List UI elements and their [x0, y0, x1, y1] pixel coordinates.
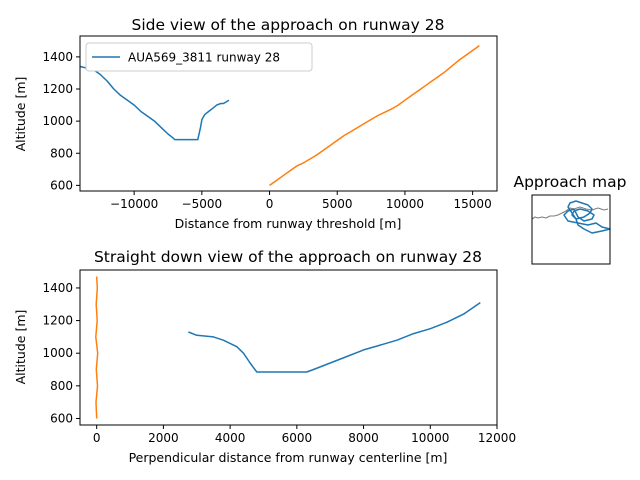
legend-entry-label: AUA569_3811 runway 28	[128, 51, 280, 65]
down-view-x-axis-label: Perpendicular distance from runway cente…	[129, 450, 448, 465]
down-view-x-ticks: 0 2000 4000 6000 8000 10000 12000	[93, 425, 516, 445]
down-view-y-axis-label: Altitude [m]	[13, 310, 28, 385]
down-view-x-tick-label: 6000	[282, 431, 313, 445]
down-view-plot-area	[95, 276, 481, 419]
side-view-chart: Side view of the approach on runway 28 −…	[13, 16, 498, 231]
legend-box	[85, 42, 313, 72]
side-view-y-tick-label: 600	[50, 178, 73, 192]
approach-map-plot-area	[531, 200, 611, 234]
down-view-y-tick-label: 1000	[42, 346, 73, 360]
down-view-y-tick-label: 1400	[42, 281, 73, 295]
down-view-chart: Straight down view of the approach on ru…	[13, 248, 516, 465]
side-view-title: Side view of the approach on runway 28	[131, 16, 444, 34]
down-view-y-tick-label: 1200	[42, 314, 73, 328]
down-view-x-tick-label: 2000	[148, 431, 179, 445]
side-view-plot-area	[79, 44, 480, 187]
down-view-x-tick-label: 4000	[215, 431, 246, 445]
side-view-y-tick-label: 1000	[42, 114, 73, 128]
approach-map: Approach map	[513, 173, 627, 265]
side-view-y-axis-label: Altitude [m]	[13, 77, 28, 152]
down-view-x-tick-label: 12000	[478, 431, 516, 445]
side-view-axes-frame	[79, 35, 498, 192]
down-view-x-tick-label: 8000	[348, 431, 379, 445]
down-view-series-1-line	[95, 276, 99, 419]
side-view-x-tick-label: 5000	[322, 197, 353, 211]
side-view-x-ticks: −10000 −5000 0 5000 10000 15000	[110, 191, 492, 211]
down-view-y-ticks: 600 800 1000 1200 1400	[42, 281, 80, 425]
down-view-y-tick-label: 800	[50, 379, 73, 393]
side-view-y-tick-label: 1400	[42, 50, 73, 64]
side-view-y-tick-label: 1200	[42, 82, 73, 96]
side-view-y-tick-label: 800	[50, 146, 73, 160]
side-view-x-tick-label: −10000	[110, 197, 158, 211]
side-view-x-tick-label: 0	[266, 197, 274, 211]
side-view-x-tick-label: 15000	[454, 197, 492, 211]
down-view-x-tick-label: 10000	[411, 431, 449, 445]
side-view-series-1-line	[269, 44, 480, 187]
down-view-title: Straight down view of the approach on ru…	[94, 248, 482, 266]
side-view-legend: AUA569_3811 runway 28	[85, 42, 313, 72]
down-view-x-tick-label: 0	[93, 431, 101, 445]
approach-map-title: Approach map	[513, 173, 626, 191]
side-view-x-axis-label: Distance from runway threshold [m]	[175, 216, 402, 231]
approach-map-track-0	[531, 206, 609, 220]
side-view-x-tick-label: 10000	[386, 197, 424, 211]
approach-map-frame	[531, 194, 611, 265]
side-view-x-tick-label: −5000	[182, 197, 223, 211]
side-view-series-0-line	[79, 65, 230, 141]
down-view-y-tick-label: 600	[50, 411, 73, 425]
approach-map-track-1	[563, 200, 611, 234]
side-view-y-ticks: 600 800 1000 1200 1400	[42, 50, 80, 192]
down-view-series-0-line	[188, 301, 481, 373]
down-view-axes-frame	[79, 269, 498, 426]
